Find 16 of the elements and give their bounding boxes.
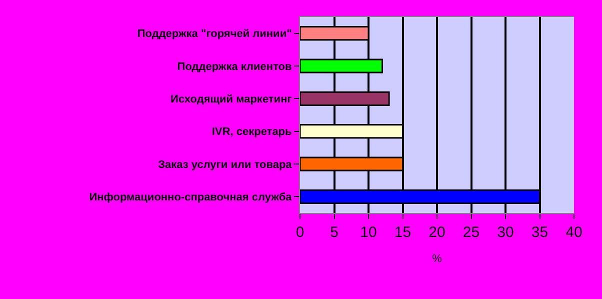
x-tick-label: 35 <box>531 224 548 241</box>
y-tick-label: Поддержка "горячей линии" <box>137 28 292 40</box>
x-tick-label: 25 <box>462 224 480 241</box>
x-tick-label: 0 <box>296 224 304 241</box>
y-tick-label: Исходящий маркетинг <box>170 94 292 106</box>
x-tick-label: 10 <box>360 224 377 241</box>
y-tick-label: Поддержка клиентов <box>177 60 292 73</box>
x-tick-label: 20 <box>428 224 446 241</box>
x-axis-title: % <box>432 253 442 266</box>
x-tick-label: 40 <box>566 224 582 241</box>
y-tick-label: IVR, секретарь <box>212 126 292 138</box>
x-tick-label: 30 <box>497 224 514 241</box>
x-tick-label: 15 <box>394 224 412 241</box>
y-tick-label: Заказ услуги или товара <box>158 158 293 171</box>
x-tick-label: 5 <box>330 224 338 241</box>
y-tick-label: Информационно-справочная служба <box>89 192 293 204</box>
